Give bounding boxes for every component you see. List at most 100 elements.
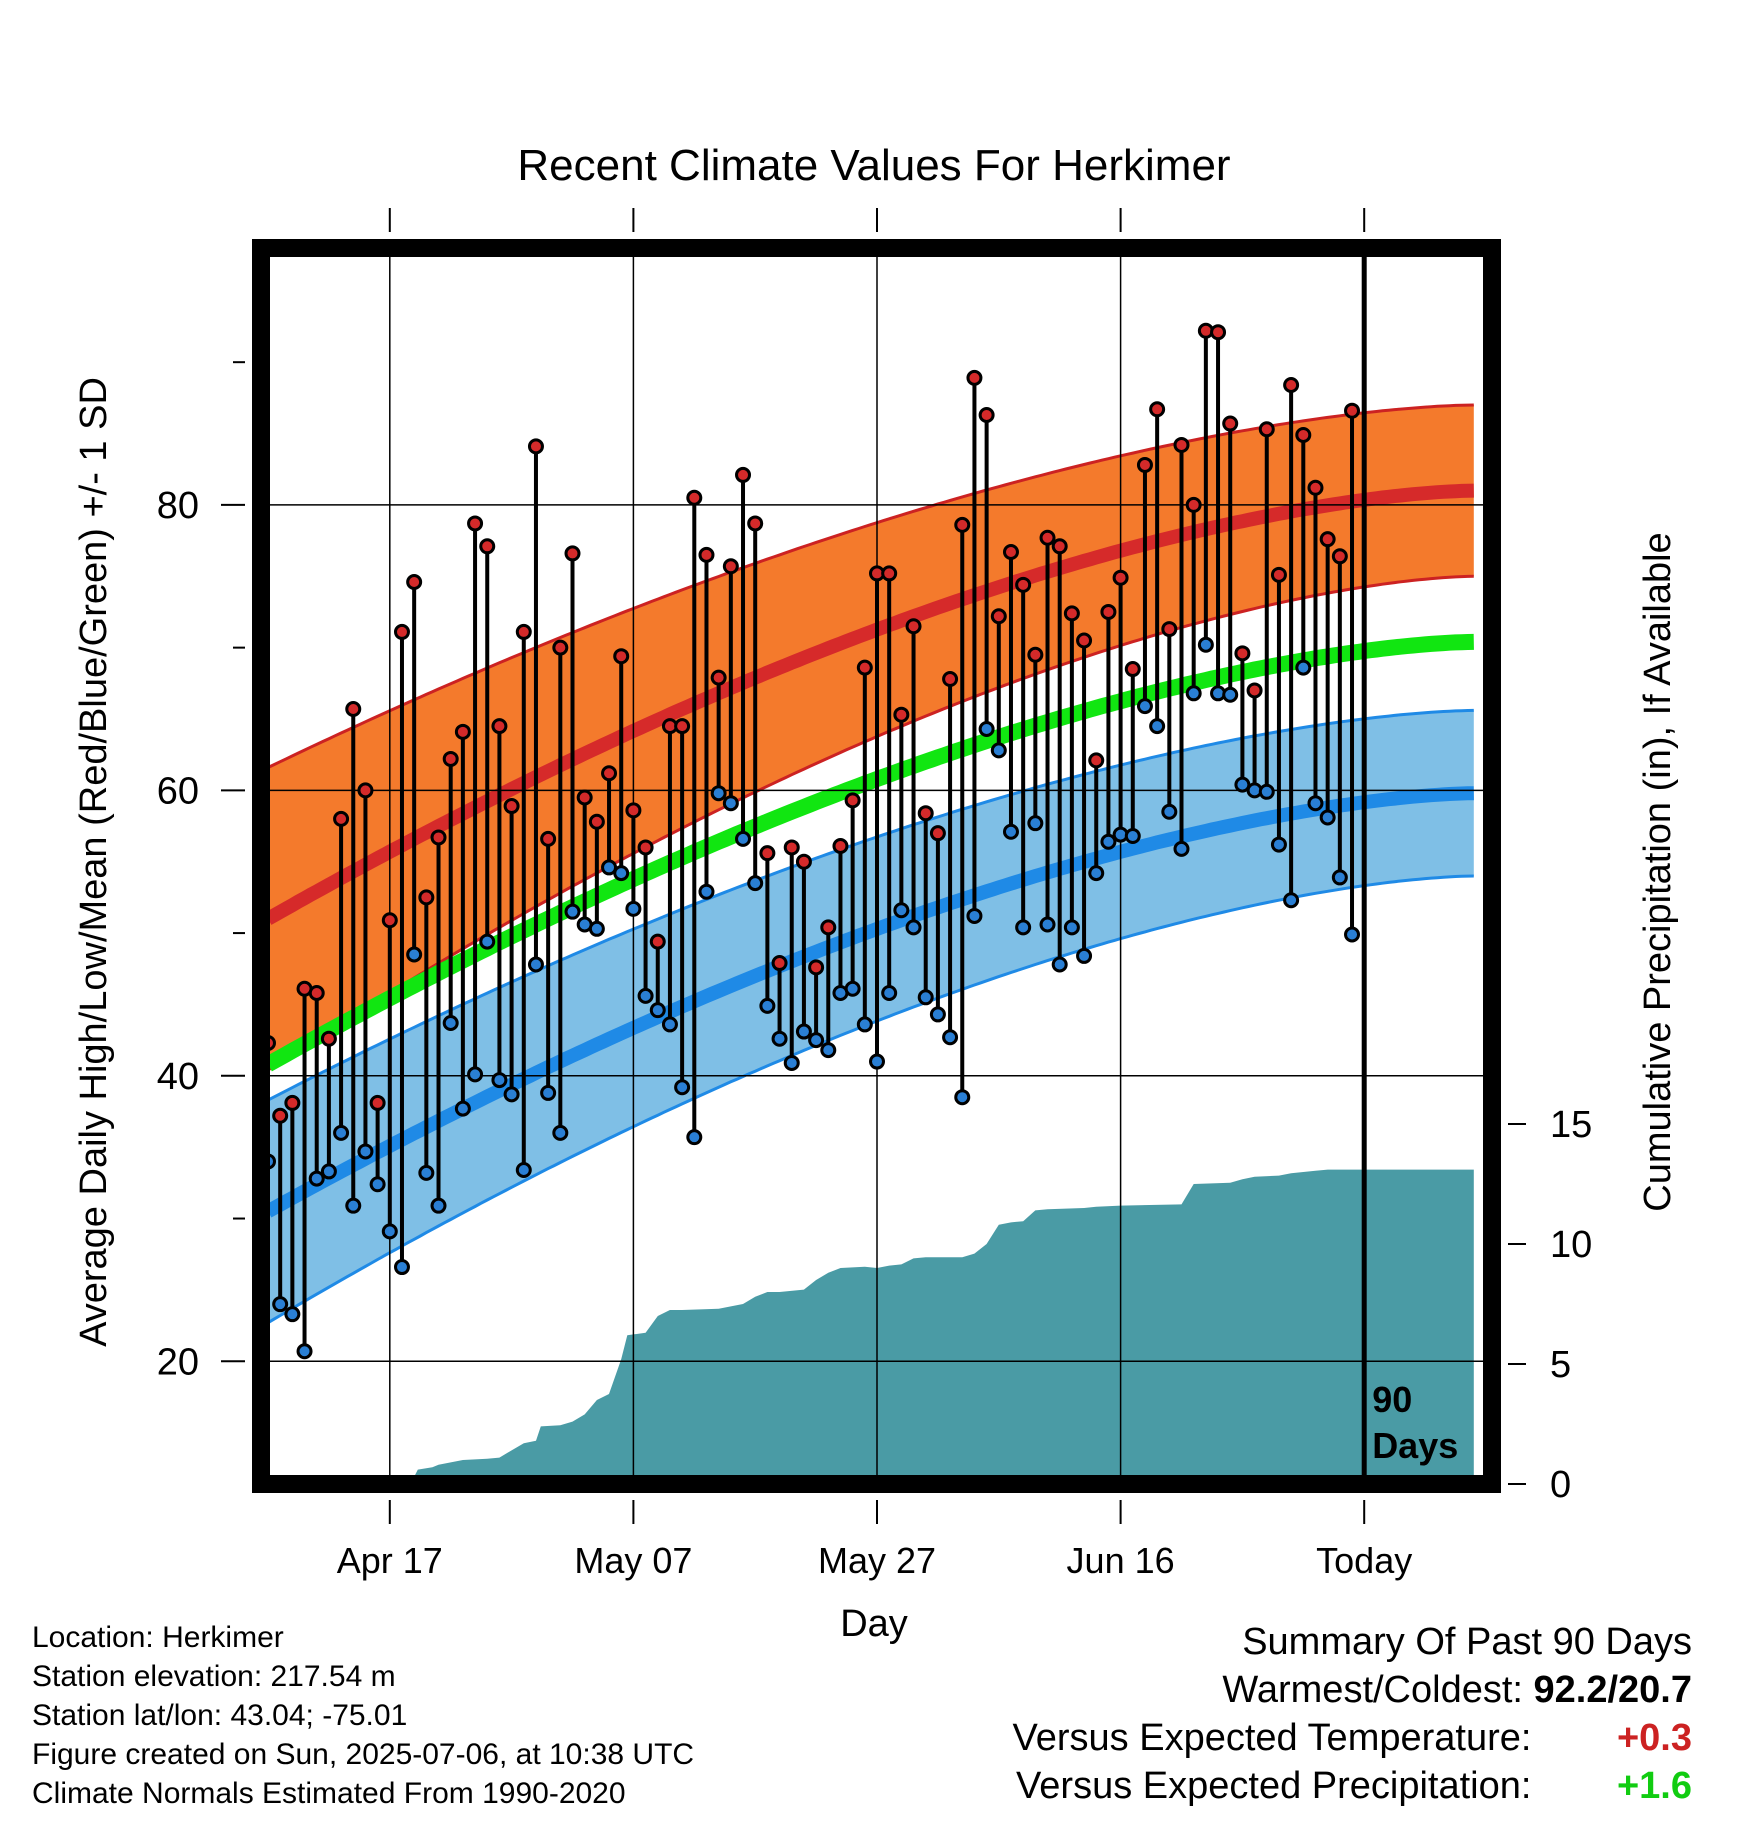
plot-frame bbox=[252, 239, 1501, 1493]
y-axis-label-left: Average Daily High/Low/Mean (Red/Blue/Gr… bbox=[73, 377, 115, 1347]
precipitation-area bbox=[268, 1169, 1474, 1484]
daily-high-point bbox=[1149, 401, 1166, 418]
daily-low-point bbox=[978, 720, 995, 737]
daily-low-point bbox=[442, 1014, 459, 1031]
daily-high-point bbox=[917, 805, 934, 822]
daily-low-point bbox=[1136, 698, 1153, 715]
daily-high-point bbox=[966, 369, 983, 386]
daily-high-point bbox=[381, 912, 398, 929]
daily-high-point bbox=[649, 933, 666, 950]
daily-high-point bbox=[1270, 566, 1287, 583]
summary-row: Versus Expected Temperature: +0.3 bbox=[792, 1714, 1692, 1762]
daily-low-point bbox=[357, 1143, 374, 1160]
x-axis-label: Day bbox=[840, 1603, 908, 1645]
daily-low-point bbox=[1100, 833, 1117, 850]
summary-heading: Summary Of Past 90 Days bbox=[1242, 1621, 1692, 1663]
daily-low-point bbox=[540, 1084, 557, 1101]
daily-high-point bbox=[406, 573, 423, 590]
daily-low-point bbox=[771, 1030, 788, 1047]
info-line: Figure created on Sun, 2025-07-06, at 10… bbox=[32, 1738, 695, 1771]
daily-low-point bbox=[1270, 836, 1287, 853]
daily-low-point bbox=[954, 1089, 971, 1106]
daily-low-point bbox=[649, 1002, 666, 1019]
daily-high-point bbox=[1258, 421, 1275, 438]
daily-high-point bbox=[1063, 605, 1080, 622]
daily-high-point bbox=[929, 825, 946, 842]
high-normal-line bbox=[264, 483, 1474, 925]
info-line: Station lat/lon: 43.04; -75.01 bbox=[32, 1699, 408, 1732]
daily-high-point bbox=[430, 829, 447, 846]
daily-high-point bbox=[491, 718, 508, 735]
daily-low-point bbox=[1063, 919, 1080, 936]
today-marker-label: Days bbox=[1372, 1425, 1458, 1466]
chart-title: Recent Climate Values For Herkimer bbox=[517, 141, 1230, 190]
daily-low-point bbox=[1258, 783, 1275, 800]
low-band-upper-edge bbox=[267, 708, 1474, 1102]
daily-high-point bbox=[564, 545, 581, 562]
daily-low-point bbox=[783, 1054, 800, 1071]
daily-high-point bbox=[1136, 456, 1153, 473]
daily-low-point bbox=[1088, 865, 1105, 882]
daily-low-point bbox=[308, 1170, 325, 1187]
today-marker-label: 90 bbox=[1372, 1379, 1412, 1420]
daily-low-point bbox=[795, 1023, 812, 1040]
daily-low-point bbox=[1185, 685, 1202, 702]
daily-low-point bbox=[1002, 823, 1019, 840]
daily-high-point bbox=[527, 438, 544, 455]
daily-high-point bbox=[783, 839, 800, 856]
daily-low-point bbox=[637, 987, 654, 1004]
daily-low-point bbox=[844, 980, 861, 997]
daily-high-point bbox=[795, 853, 812, 870]
daily-low-point bbox=[735, 830, 752, 847]
daily-high-point bbox=[479, 538, 496, 555]
daily-high-point bbox=[1027, 646, 1044, 663]
daily-high-point bbox=[1100, 603, 1117, 620]
daily-high-point bbox=[893, 706, 910, 723]
station-info: Location: Herkimer Station elevation: 217… bbox=[32, 1618, 694, 1813]
x-tick-label: May 07 bbox=[574, 1540, 692, 1581]
daily-low-point bbox=[686, 1129, 703, 1146]
daily-high-point bbox=[698, 546, 715, 563]
daily-high-point bbox=[1088, 752, 1105, 769]
y-left-tick-label: 20 bbox=[157, 1341, 199, 1383]
daily-high-point bbox=[393, 623, 410, 640]
low-normal-band bbox=[268, 710, 1474, 1323]
daily-high-point bbox=[856, 659, 873, 676]
daily-low-point bbox=[454, 1100, 471, 1117]
daily-low-point bbox=[527, 956, 544, 973]
plot-area: 90 Days bbox=[261, 248, 1492, 1484]
daily-high-point bbox=[905, 618, 922, 635]
daily-high-point bbox=[1161, 621, 1178, 638]
daily-high-point bbox=[576, 789, 593, 806]
daily-high-point bbox=[686, 489, 703, 506]
daily-low-point bbox=[625, 900, 642, 917]
daily-low-point bbox=[418, 1164, 435, 1181]
daily-low-point bbox=[588, 920, 605, 937]
daily-low-point bbox=[479, 933, 496, 950]
daily-high-point bbox=[637, 839, 654, 856]
daily-low-point bbox=[820, 1042, 837, 1059]
daily-low-point bbox=[990, 742, 1007, 759]
daily-high-point bbox=[284, 1094, 301, 1111]
daily-high-point bbox=[978, 406, 995, 423]
daily-low-point bbox=[1076, 947, 1093, 964]
daily-low-point bbox=[869, 1053, 885, 1070]
y-right-tick-label: 10 bbox=[1550, 1224, 1592, 1266]
daily-high-point bbox=[613, 648, 630, 665]
daily-low-point bbox=[272, 1296, 289, 1313]
daily-low-point bbox=[333, 1124, 350, 1141]
x-tick-label: May 27 bbox=[818, 1540, 936, 1581]
daily-low-point bbox=[1234, 776, 1251, 793]
y-right-tick-label: 5 bbox=[1550, 1344, 1571, 1386]
daily-low-point bbox=[893, 902, 910, 919]
daily-low-point bbox=[1173, 840, 1190, 857]
daily-low-point bbox=[661, 1016, 678, 1033]
daily-low-point bbox=[856, 1016, 873, 1033]
daily-high-point bbox=[1076, 632, 1093, 649]
daily-low-point bbox=[905, 919, 922, 936]
daily-low-point bbox=[564, 903, 581, 920]
axes: 20 40 60 80 0 5 10 15 Apr 17 May 07 May 27 Jun 16 To… bbox=[157, 208, 1592, 1581]
summary-value: +1.6 bbox=[1616, 1765, 1692, 1807]
daily-high-point bbox=[345, 701, 362, 718]
daily-low-point bbox=[759, 997, 776, 1014]
